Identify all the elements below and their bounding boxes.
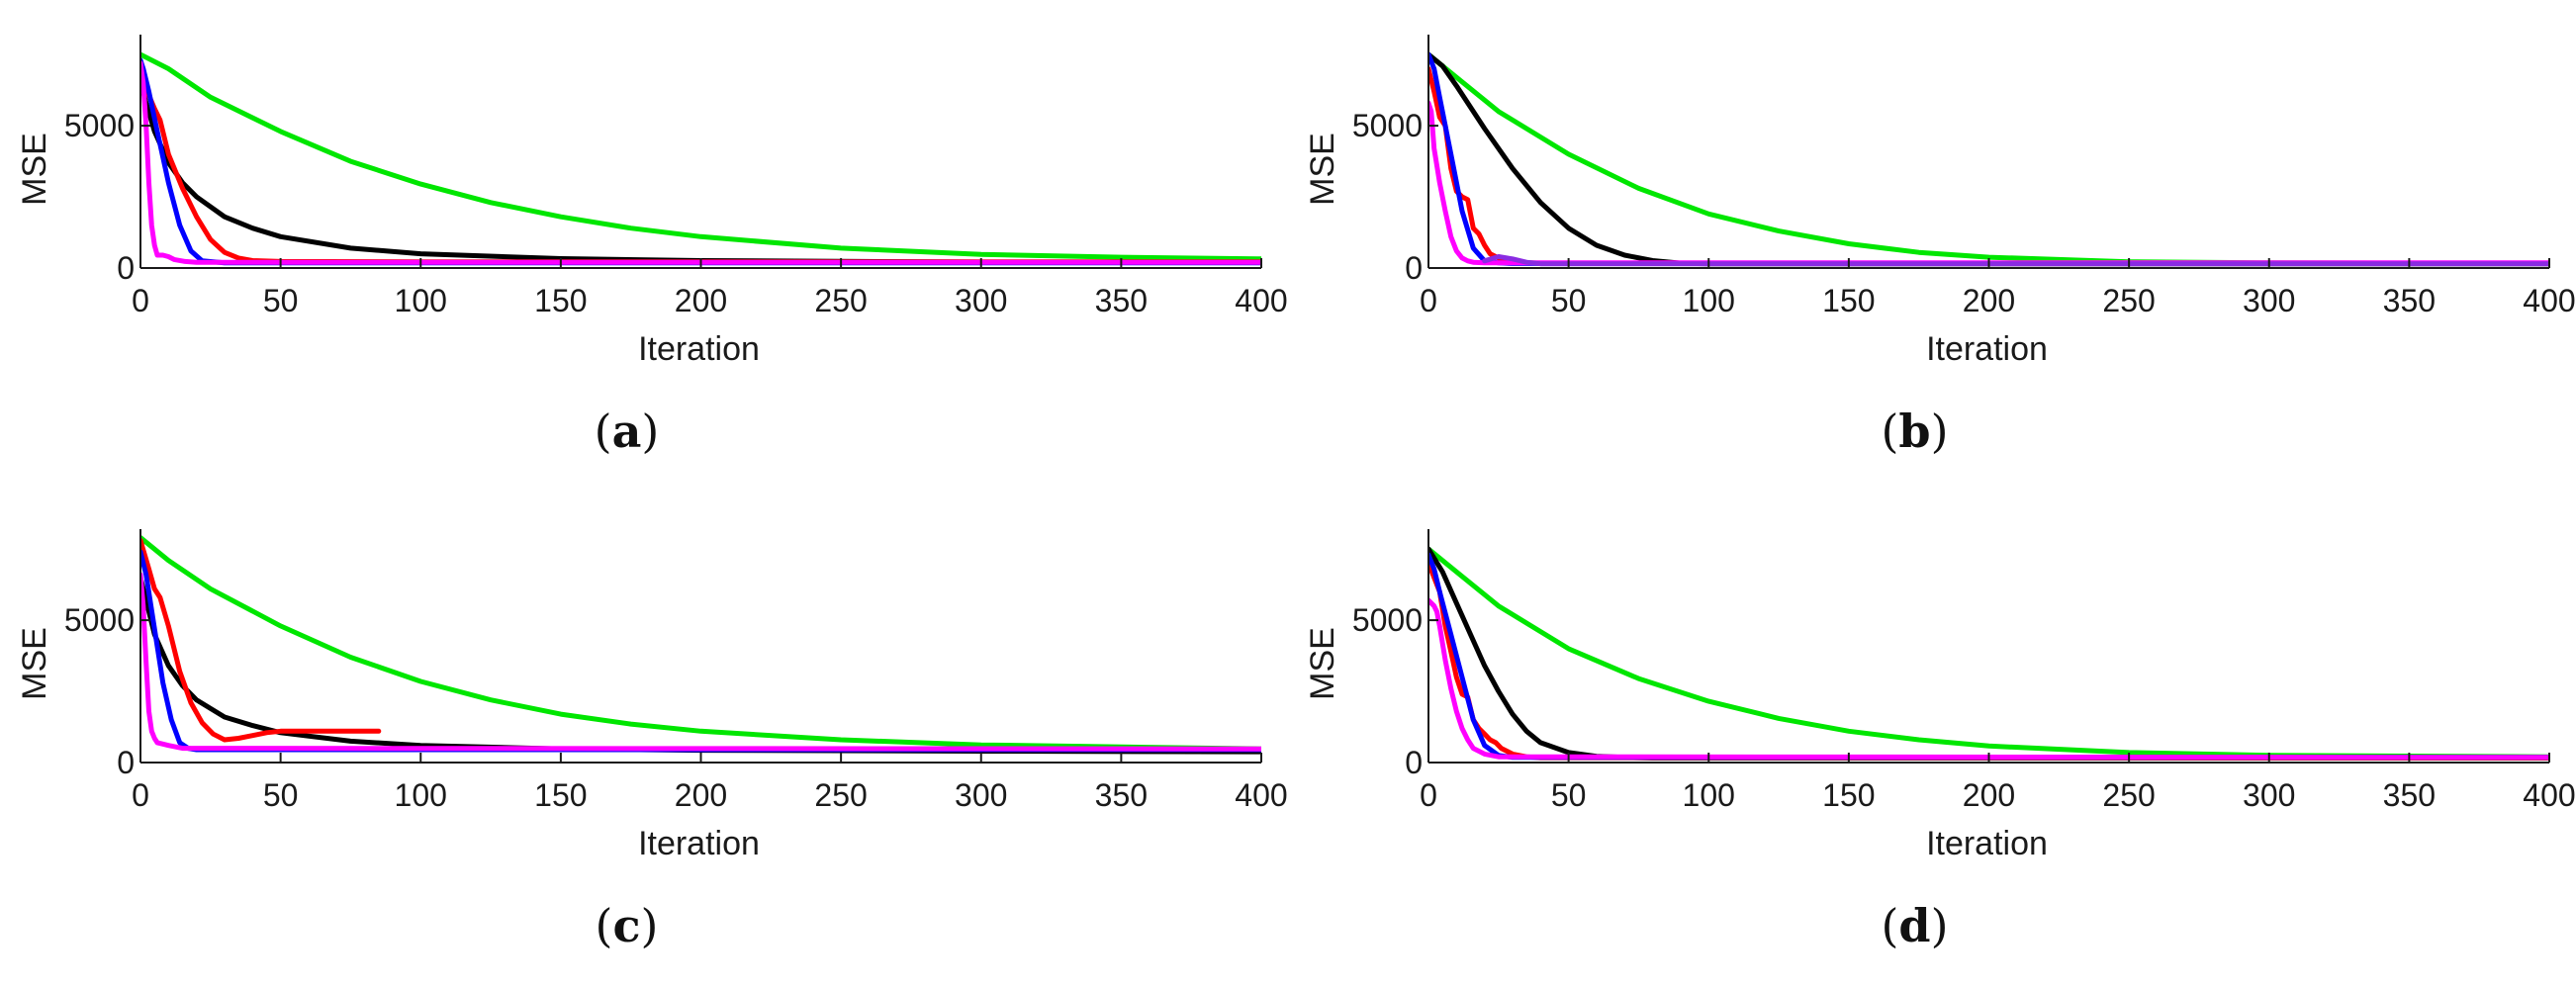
y-tick-label: 5000 xyxy=(1352,108,1423,143)
x-tick-label: 250 xyxy=(2102,777,2155,813)
x-tick-label: 350 xyxy=(2383,283,2436,318)
y-axis-label: MSE xyxy=(16,133,53,206)
y-tick-label: 5000 xyxy=(1352,602,1423,638)
series-line-3 xyxy=(140,549,1261,753)
x-tick-label: 350 xyxy=(2383,777,2436,813)
series-line-1 xyxy=(1428,546,2549,761)
plot-lines xyxy=(140,535,1261,755)
x-tick-label: 400 xyxy=(1235,283,1287,318)
series-line-4 xyxy=(140,572,1261,752)
x-tick-label: 100 xyxy=(1683,283,1735,318)
x-tick-label: 150 xyxy=(534,777,587,813)
x-tick-label: 300 xyxy=(955,283,1007,318)
plot-lines xyxy=(140,51,1261,266)
series-line-4 xyxy=(140,60,1261,265)
x-tick-label: 400 xyxy=(2523,777,2575,813)
panel-c: 0 50 100 150 200 250 300 350 400 0 5000 Iteration MS… xyxy=(0,495,1288,989)
series-line-0 xyxy=(140,535,1261,752)
x-tick-label: 50 xyxy=(1551,283,1587,318)
series-line-3 xyxy=(140,57,1261,266)
x-axis-label: Iteration xyxy=(1926,825,2048,862)
x-tick-label: 300 xyxy=(2243,777,2295,813)
series-line-2 xyxy=(140,71,1261,265)
chart-svg: 0 50 100 150 200 250 300 350 400 0 5000 Iteration MS… xyxy=(16,529,1288,952)
series-line-4 xyxy=(1428,597,2549,761)
y-axis-label: MSE xyxy=(1304,133,1341,206)
series-line-2 xyxy=(140,538,382,743)
x-tick-label: 50 xyxy=(263,777,299,813)
series-line-3 xyxy=(1428,552,2549,761)
x-tick-label: 300 xyxy=(955,777,1007,813)
x-tick-label: 0 xyxy=(1420,777,1437,813)
x-tick-label: 100 xyxy=(395,283,447,318)
x-tick-label: 150 xyxy=(1822,283,1875,318)
x-tick-label: 400 xyxy=(1235,777,1287,813)
panel-caption: (b) xyxy=(1881,405,1948,458)
x-tick-label: 400 xyxy=(2523,283,2575,318)
plot-lines xyxy=(1428,546,2549,761)
x-tick-label: 200 xyxy=(1963,777,2015,813)
chart-svg: 0 50 100 150 200 250 300 350 400 0 5000 Iteration MS… xyxy=(1304,529,2576,952)
y-axis-label: MSE xyxy=(16,627,53,700)
chart-svg: 0 50 100 150 200 250 300 350 400 0 5000 Iteration MS… xyxy=(1304,35,2576,458)
panel-caption: (d) xyxy=(1881,899,1948,952)
y-tick-label: 0 xyxy=(117,250,135,286)
chart-svg: 0 50 100 150 200 250 300 350 400 0 5000 Iteration MS… xyxy=(16,35,1288,458)
x-tick-label: 150 xyxy=(1822,777,1875,813)
x-tick-label: 300 xyxy=(2243,283,2295,318)
y-tick-label: 5000 xyxy=(64,108,135,143)
y-tick-label: 0 xyxy=(117,745,135,780)
series-line-0 xyxy=(1428,546,2549,760)
panel-b: 0 50 100 150 200 250 300 350 400 0 5000 Iteration MS… xyxy=(1288,0,2576,495)
x-tick-label: 200 xyxy=(1963,283,2015,318)
x-tick-label: 100 xyxy=(395,777,447,813)
x-tick-label: 250 xyxy=(814,283,867,318)
series-line-0 xyxy=(1428,51,2549,266)
x-tick-label: 0 xyxy=(132,283,149,318)
x-tick-label: 200 xyxy=(675,777,727,813)
panel-caption: (c) xyxy=(596,899,659,952)
x-tick-label: 250 xyxy=(814,777,867,813)
x-axis-label: Iteration xyxy=(638,330,760,368)
series-line-1 xyxy=(1428,51,2549,267)
x-tick-label: 100 xyxy=(1683,777,1735,813)
x-axis-label: Iteration xyxy=(638,825,760,862)
panel-caption: (a) xyxy=(595,405,660,458)
panel-a: 0 50 100 150 200 250 300 350 400 0 5000 Iteration MS… xyxy=(0,0,1288,495)
y-axis-label: MSE xyxy=(1304,627,1341,700)
panel-d: 0 50 100 150 200 250 300 350 400 0 5000 Iteration MS… xyxy=(1288,495,2576,989)
x-tick-label: 50 xyxy=(1551,777,1587,813)
x-tick-label: 350 xyxy=(1095,283,1148,318)
series-line-0 xyxy=(140,51,1261,262)
y-tick-label: 0 xyxy=(1405,745,1423,780)
series-line-3 xyxy=(1428,51,2549,266)
x-tick-label: 0 xyxy=(132,777,149,813)
x-tick-label: 200 xyxy=(675,283,727,318)
y-tick-label: 5000 xyxy=(64,602,135,638)
series-line-1 xyxy=(140,575,1261,755)
x-axis-label: Iteration xyxy=(1926,330,2048,368)
x-tick-label: 250 xyxy=(2102,283,2155,318)
x-tick-label: 150 xyxy=(534,283,587,318)
x-tick-label: 50 xyxy=(263,283,299,318)
x-tick-label: 350 xyxy=(1095,777,1148,813)
x-tick-label: 0 xyxy=(1420,283,1437,318)
series-line-4 xyxy=(1428,100,2549,266)
y-tick-label: 0 xyxy=(1405,250,1423,286)
plot-lines xyxy=(1428,51,2549,267)
